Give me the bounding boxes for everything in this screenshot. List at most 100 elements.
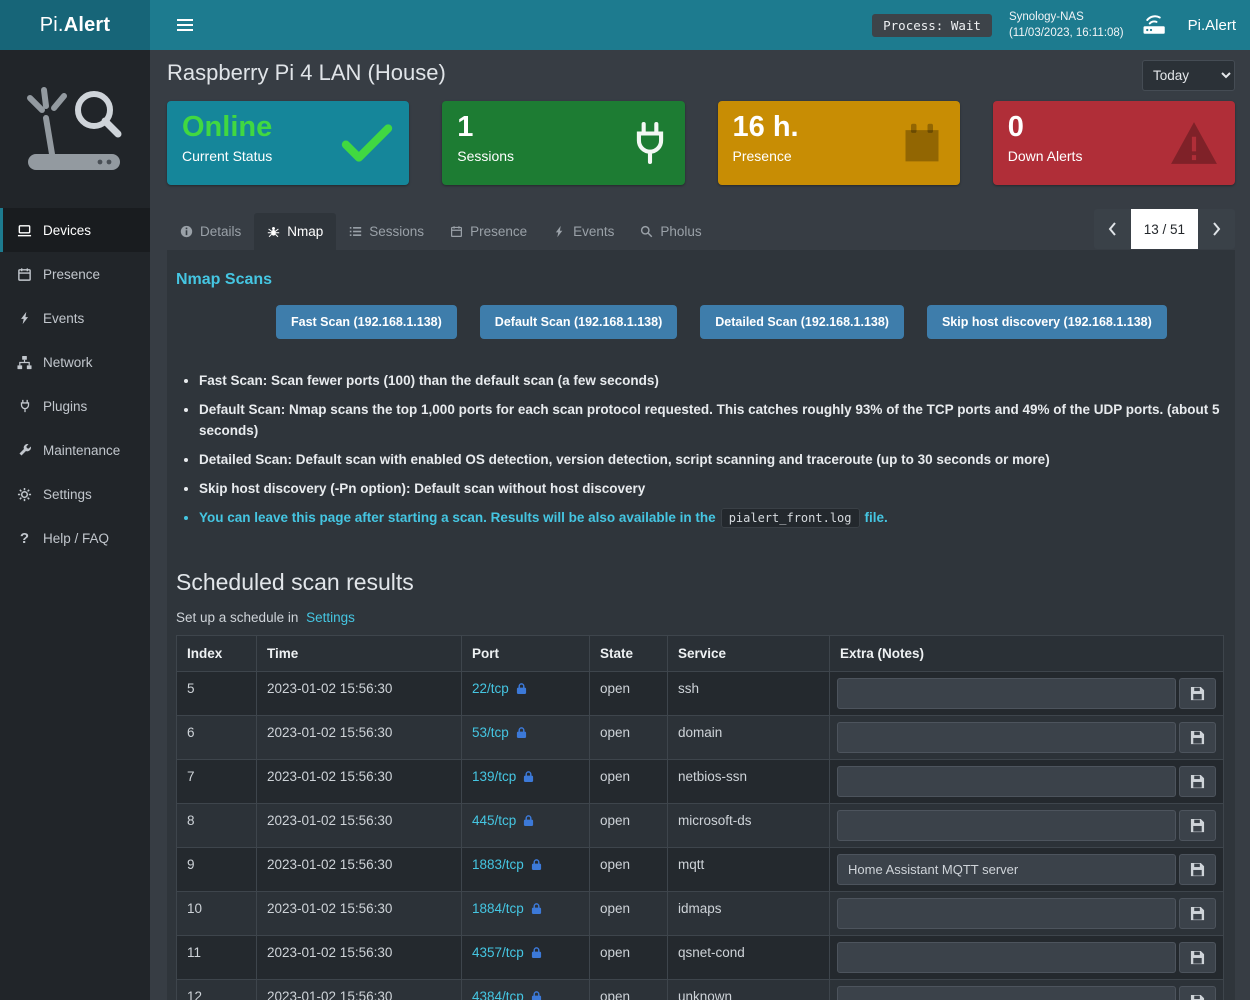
cell-state: open (589, 934, 668, 980)
cell-service: unknown (667, 978, 830, 1000)
extra-notes-input[interactable] (837, 853, 1176, 885)
sidebar-item-network[interactable]: Network (0, 340, 150, 384)
sidebar-item-plugins[interactable]: Plugins (0, 384, 150, 428)
down-alerts-label: Down Alerts (1007, 147, 1083, 164)
save-note-button[interactable] (1179, 985, 1216, 1000)
scan-result-row: 10 2023-01-02 15:56:30 1884/tcp open idm… (176, 890, 1224, 936)
cell-port: 1883/tcp (461, 846, 590, 892)
cell-extra-notes (829, 714, 1224, 760)
brand-logo[interactable]: Pi. Alert (0, 0, 150, 50)
cell-extra-notes (829, 846, 1224, 892)
tab-pholus[interactable]: Pholus (627, 213, 714, 250)
process-status-badge: Process: Wait (872, 13, 992, 37)
scan-result-row: 11 2023-01-02 15:56:30 4357/tcp open qsn… (176, 934, 1224, 980)
scan-results-body: 5 2023-01-02 15:56:30 22/tcp open ssh 6 … (176, 670, 1224, 1000)
topbar: Pi. Alert Process: Wait Synology-NAS (11/… (0, 0, 1250, 50)
tab-sessions[interactable]: Sessions (336, 213, 437, 250)
sidebar-item-events[interactable]: Events (0, 296, 150, 340)
port-link[interactable]: 139/tcp (472, 768, 517, 784)
schedule-subtext: Set up a schedule in Settings (176, 609, 355, 625)
port-link[interactable]: 53/tcp (472, 724, 509, 740)
extra-notes-input[interactable] (837, 677, 1176, 709)
save-note-button[interactable] (1179, 941, 1216, 973)
save-floppy-icon (1190, 774, 1205, 789)
cell-service: idmaps (667, 890, 830, 936)
scan-result-row: 6 2023-01-02 15:56:30 53/tcp open domain (176, 714, 1224, 760)
skip-host-discovery-button[interactable]: Skip host discovery (192.168.1.138) (926, 305, 1167, 339)
cell-index: 8 (176, 802, 257, 848)
save-note-button[interactable] (1179, 721, 1216, 753)
extra-notes-input[interactable] (837, 985, 1176, 1000)
port-link[interactable]: 4357/tcp (472, 944, 524, 960)
extra-notes-input[interactable] (837, 765, 1176, 797)
save-note-button[interactable] (1179, 677, 1216, 709)
page-title: Raspberry Pi 4 LAN (House) (167, 60, 446, 85)
fast-scan-button[interactable]: Fast Scan (192.168.1.138) (276, 305, 457, 339)
host-info: Synology-NAS (11/03/2023, 16:11:08) (1009, 9, 1124, 41)
lock-icon (516, 726, 527, 742)
scan-note: Detailed Scan: Default scan with enabled… (199, 450, 1224, 470)
scan-notes-list: Fast Scan: Scan fewer ports (100) than t… (199, 371, 1224, 529)
status-cards: Online Current Status 1 Sessions 16 h. P… (167, 101, 1235, 185)
sidebar-item-settings[interactable]: Settings (0, 472, 150, 516)
device-pager: 13 / 51 (1093, 209, 1235, 249)
sidebar-item-label: Devices (43, 222, 92, 238)
cell-port: 53/tcp (461, 714, 590, 760)
tab-nmap[interactable]: Nmap (254, 213, 337, 250)
extra-notes-input[interactable] (837, 941, 1176, 973)
sidebar-item-label: Maintenance (43, 442, 121, 458)
pialert-logo-graphic (0, 50, 150, 208)
save-note-button[interactable] (1179, 853, 1216, 885)
extra-notes-input[interactable] (837, 721, 1176, 753)
check-icon (341, 123, 393, 163)
tab-details[interactable]: Details (167, 213, 254, 250)
cell-port: 139/tcp (461, 758, 590, 804)
previous-device-button[interactable] (1093, 209, 1131, 249)
current-status-card: Online Current Status (167, 101, 410, 185)
cell-index: 12 (176, 978, 257, 1000)
save-note-button[interactable] (1179, 897, 1216, 929)
cell-port: 4384/tcp (461, 978, 590, 1000)
column-header-service: Service (667, 634, 830, 672)
cell-time: 2023-01-02 15:56:30 (256, 934, 462, 980)
next-device-button[interactable] (1198, 209, 1235, 249)
detailed-scan-button[interactable]: Detailed Scan (192.168.1.138) (700, 305, 904, 339)
extra-notes-input[interactable] (837, 897, 1176, 929)
port-link[interactable]: 4384/tcp (472, 988, 524, 1000)
period-select[interactable]: Today (1142, 60, 1235, 91)
save-note-button[interactable] (1179, 809, 1216, 841)
tab-presence[interactable]: Presence (437, 213, 540, 250)
nas-icon (1141, 12, 1171, 38)
sitemap-icon (16, 355, 33, 370)
cell-extra-notes (829, 802, 1224, 848)
column-header-port: Port (461, 634, 590, 672)
sidebar-toggle-button[interactable] (170, 12, 200, 38)
sidebar-item-devices[interactable]: Devices (0, 208, 150, 252)
lock-icon (531, 858, 542, 874)
port-link[interactable]: 22/tcp (472, 680, 509, 696)
sidebar-item-maintenance[interactable]: Maintenance (0, 428, 150, 472)
cell-index: 11 (176, 934, 257, 980)
port-link[interactable]: 1884/tcp (472, 900, 524, 916)
sidebar-item-presence[interactable]: Presence (0, 252, 150, 296)
extra-notes-input[interactable] (837, 809, 1176, 841)
cell-state: open (589, 714, 668, 760)
cell-service: mqtt (667, 846, 830, 892)
lock-icon (523, 814, 534, 830)
port-link[interactable]: 1883/tcp (472, 856, 524, 872)
save-floppy-icon (1190, 950, 1205, 965)
cell-state: open (589, 846, 668, 892)
tab-events[interactable]: Events (540, 213, 627, 250)
sidebar-item-label: Help / FAQ (43, 530, 110, 546)
save-note-button[interactable] (1179, 765, 1216, 797)
port-link[interactable]: 445/tcp (472, 812, 517, 828)
host-timestamp: (11/03/2023, 16:11:08) (1008, 27, 1124, 39)
tab-label: Events (573, 224, 615, 239)
spider-icon (267, 225, 280, 238)
default-scan-button[interactable]: Default Scan (192.168.1.138) (479, 305, 678, 339)
topbar-main: Process: Wait Synology-NAS (11/03/2023, … (150, 0, 1250, 50)
save-floppy-icon (1190, 994, 1205, 1000)
device-position: 13 / 51 (1130, 209, 1198, 249)
sidebar-item-help[interactable]: ? Help / FAQ (0, 516, 150, 560)
settings-link[interactable]: Settings (306, 609, 355, 625)
